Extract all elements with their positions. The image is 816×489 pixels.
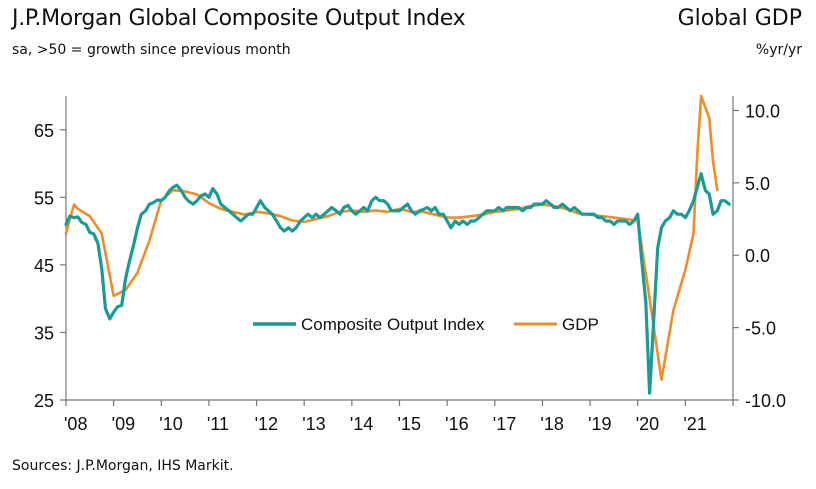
legend-label-composite: Composite Output Index <box>301 315 485 334</box>
series-line-gdp <box>64 94 719 381</box>
x-tick-label: '08 <box>64 414 87 434</box>
left-tick-label: 55 <box>34 188 54 208</box>
x-tick-label: '21 <box>683 414 706 434</box>
right-axis-unit: %yr/yr <box>755 42 802 58</box>
series-layer <box>64 94 731 395</box>
right-tick-label: 0.0 <box>745 246 770 266</box>
left-tick-label: 35 <box>34 323 54 343</box>
chart-title: J.P.Morgan Global Composite Output Index <box>12 6 466 31</box>
legend-label-gdp: GDP <box>562 315 599 334</box>
right-tick-label: -5.0 <box>745 319 776 339</box>
x-tick-label: '18 <box>540 414 563 434</box>
x-tick-label: '11 <box>207 414 229 434</box>
x-tick-label: '20 <box>636 414 659 434</box>
right-tick-label: 5.0 <box>745 174 770 194</box>
axes: 25 35 45 55 65 -10.0 -5.0 0.0 5.0 10.0 '08 '09 '10 '1… <box>34 96 786 434</box>
x-tick-label: '19 <box>588 414 611 434</box>
series-line-composite <box>64 172 731 395</box>
x-tick-label: '10 <box>159 414 182 434</box>
x-tick-label: '15 <box>398 414 421 434</box>
chart-subtitle: sa, >50 = growth since previous month <box>12 42 291 58</box>
x-tick-label: '13 <box>302 414 325 434</box>
left-tick-label: 45 <box>34 256 54 276</box>
right-axis-title: Global GDP <box>677 6 802 31</box>
left-tick-label: 65 <box>34 121 54 141</box>
x-tick-label: '14 <box>350 414 373 434</box>
source-note: Sources: J.P.Morgan, IHS Markit. <box>12 458 234 474</box>
x-tick-label: '16 <box>445 414 468 434</box>
right-tick-label: -10.0 <box>745 391 786 411</box>
x-tick-label: '17 <box>493 414 516 434</box>
legend: Composite Output Index GDP <box>253 315 599 334</box>
left-tick-label: 25 <box>34 391 54 411</box>
x-tick-label: '09 <box>112 414 135 434</box>
x-tick-label: '12 <box>255 414 278 434</box>
right-tick-label: 10.0 <box>745 101 780 121</box>
